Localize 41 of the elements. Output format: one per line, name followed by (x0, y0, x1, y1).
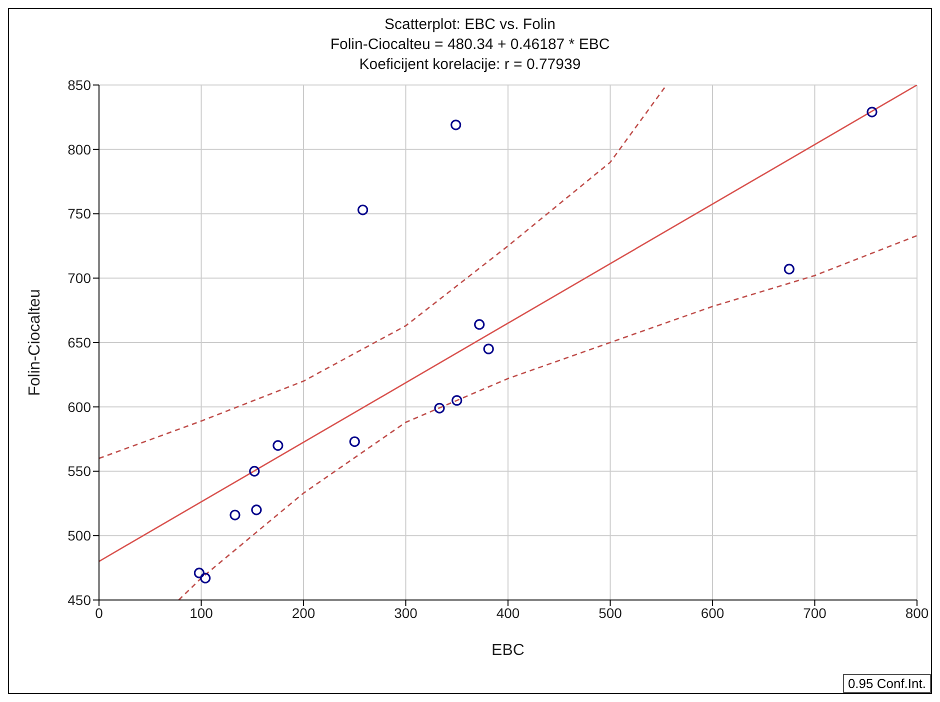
line-series (99, 85, 668, 460)
x-tick-label: 300 (394, 604, 418, 621)
point (483, 344, 494, 354)
x-tick-label: 200 (292, 604, 316, 621)
point (452, 395, 462, 406)
y-tick-label: 550 (68, 463, 92, 480)
x-tick-label: 400 (496, 604, 520, 621)
point (784, 264, 794, 274)
x-tick-label: 100 (190, 604, 214, 621)
text: 0.95 Conf.Int. (842, 674, 931, 693)
y-tick-label: 750 (68, 206, 92, 222)
point (200, 572, 211, 584)
point (349, 436, 360, 447)
x-tick-label: 800 (905, 604, 929, 621)
text: Koeficijent korelacije: r = 0.77939 (358, 55, 582, 75)
x-tick-label: 600 (700, 604, 724, 621)
point (866, 106, 878, 118)
point (251, 504, 262, 516)
y-tick-label: 850 (68, 76, 92, 93)
x-tick-label: 700 (803, 604, 827, 621)
x-axis-title: EBC (492, 642, 524, 659)
point (249, 466, 260, 477)
y-axis-title: Folin-Ciocalteu (26, 289, 44, 396)
y-tick-label: 600 (68, 398, 92, 415)
y-tick-label: 800 (68, 141, 92, 158)
point (357, 204, 368, 216)
point (272, 440, 284, 451)
line-series (178, 234, 917, 600)
point (434, 402, 445, 414)
y-tick-label: 700 (68, 270, 92, 286)
y-tick-label: 500 (68, 528, 92, 544)
x-tick-label: 0 (95, 604, 104, 621)
y-tick-label: 450 (68, 592, 92, 608)
point (450, 120, 462, 130)
point (194, 568, 205, 578)
chart-subtitle: Folin-Ciocalteu = 480.34 + 0.46187 * EBC (329, 35, 611, 55)
point (230, 510, 240, 520)
y-tick-label: 650 (68, 334, 92, 350)
x-tick-label: 500 (598, 604, 622, 621)
chart-title: Scatterplot: EBC vs. Folin (384, 15, 556, 35)
point (474, 319, 485, 330)
